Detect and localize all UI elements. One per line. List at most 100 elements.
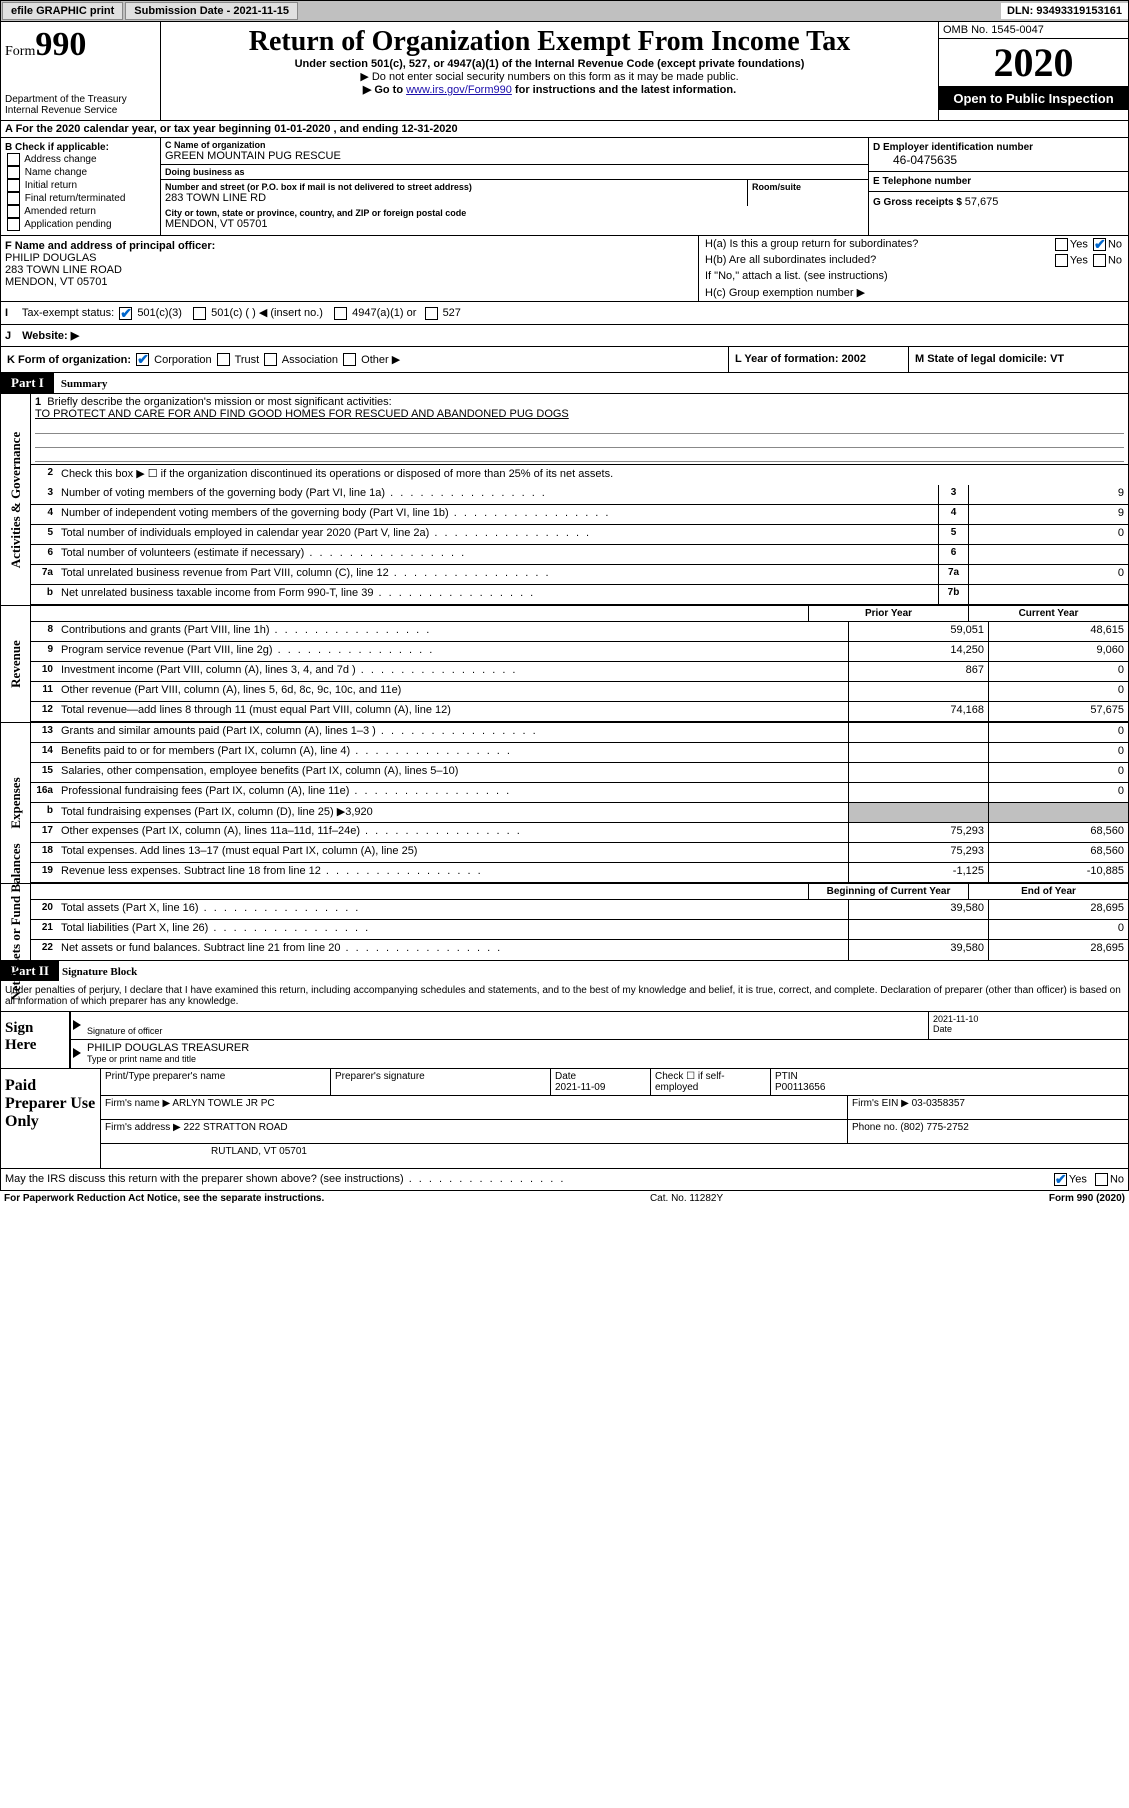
arrow-icon [71, 1012, 83, 1039]
v7b [968, 585, 1128, 604]
cb-name-change[interactable]: Name change [5, 166, 156, 179]
officer-name: PHILIP DOUGLAS [5, 252, 694, 264]
cb-corporation[interactable] [136, 353, 149, 366]
c11: 0 [988, 682, 1128, 701]
cb-discuss-no[interactable] [1095, 1173, 1108, 1186]
c15: 0 [988, 763, 1128, 782]
box-h-group: H(a) Is this a group return for subordin… [698, 236, 1128, 301]
omb-number: OMB No. 1545-0047 [939, 22, 1128, 39]
row-k-form-org: K Form of organization: Corporation Trus… [0, 347, 1129, 374]
cb-501c[interactable] [193, 307, 206, 320]
p20: 39,580 [848, 900, 988, 919]
p17: 75,293 [848, 823, 988, 842]
box-f-officer: F Name and address of principal officer:… [1, 236, 698, 301]
p22: 39,580 [848, 940, 988, 960]
p21 [848, 920, 988, 939]
submission-date-button[interactable]: Submission Date - 2021-11-15 [125, 2, 298, 20]
firm-addr2: RUTLAND, VT 05701 [101, 1144, 1128, 1168]
cb-527[interactable] [425, 307, 438, 320]
side-governance: Activities & Governance [1, 394, 31, 605]
c13: 0 [988, 723, 1128, 742]
c22: 28,695 [988, 940, 1128, 960]
cb-discuss-yes[interactable] [1054, 1173, 1067, 1186]
p12: 74,168 [848, 702, 988, 721]
row-a-tax-year: A For the 2020 calendar year, or tax yea… [0, 121, 1129, 138]
p10: 867 [848, 662, 988, 681]
perjury-declaration: Under penalties of perjury, I declare th… [1, 981, 1128, 1012]
dln: DLN: 93493319153161 [1001, 3, 1128, 19]
v6 [968, 545, 1128, 564]
form-header: Form990 Department of the Treasury Inter… [0, 22, 1129, 121]
irs-discuss-row: May the IRS discuss this return with the… [0, 1169, 1129, 1191]
ein: 46-0475635 [873, 153, 1124, 167]
v3: 9 [968, 485, 1128, 504]
cb-final-return[interactable]: Final return/terminated [5, 192, 156, 205]
v4: 9 [968, 505, 1128, 524]
v7a: 0 [968, 565, 1128, 584]
goto-note: ▶ Go to www.irs.gov/Form990 for instruct… [165, 83, 934, 96]
firm-name: ARLYN TOWLE JR PC [172, 1098, 274, 1109]
cb-amended[interactable]: Amended return [5, 205, 156, 218]
cb-association[interactable] [264, 353, 277, 366]
c10: 0 [988, 662, 1128, 681]
cb-address-change[interactable]: Address change [5, 153, 156, 166]
side-netassets: Net Assets or Fund Balances [1, 884, 31, 960]
p8: 59,051 [848, 622, 988, 641]
footer: For Paperwork Reduction Act Notice, see … [0, 1191, 1129, 1206]
state-domicile: M State of legal domicile: VT [908, 347, 1128, 373]
gross-receipts: 57,675 [965, 196, 999, 208]
c20: 28,695 [988, 900, 1128, 919]
irs-link[interactable]: www.irs.gov/Form990 [406, 84, 512, 96]
tax-year: 2020 [939, 39, 1128, 87]
mission-text: TO PROTECT AND CARE FOR AND FIND GOOD HO… [35, 408, 1124, 420]
c9: 9,060 [988, 642, 1128, 661]
cb-initial-return[interactable]: Initial return [5, 179, 156, 192]
org-name: GREEN MOUNTAIN PUG RESCUE [165, 150, 864, 162]
top-bar: efile GRAPHIC print Submission Date - 20… [0, 0, 1129, 22]
sig-date: 2021-11-10 [933, 1014, 1124, 1024]
firm-addr: 222 STRATTON ROAD [184, 1122, 288, 1133]
c16a: 0 [988, 783, 1128, 802]
p11 [848, 682, 988, 701]
cb-other[interactable] [343, 353, 356, 366]
open-inspection: Open to Public Inspection [939, 87, 1128, 110]
cb-501c3[interactable] [119, 307, 132, 320]
row-j-website: J Website: ▶ [0, 325, 1129, 347]
efile-button[interactable]: efile GRAPHIC print [2, 2, 123, 20]
p9: 14,250 [848, 642, 988, 661]
form-subtitle: Under section 501(c), 527, or 4947(a)(1)… [165, 58, 934, 70]
c18: 68,560 [988, 843, 1128, 862]
c14: 0 [988, 743, 1128, 762]
paid-preparer-label: Paid Preparer Use Only [1, 1069, 101, 1168]
year-formation: L Year of formation: 2002 [728, 347, 908, 373]
street-address: 283 TOWN LINE RD [165, 192, 743, 204]
v5: 0 [968, 525, 1128, 544]
form-number: Form990 [5, 26, 156, 64]
c17: 68,560 [988, 823, 1128, 842]
cb-trust[interactable] [217, 353, 230, 366]
ssn-note: ▶ Do not enter social security numbers o… [165, 70, 934, 83]
c21: 0 [988, 920, 1128, 939]
sign-here-label: Sign Here [1, 1012, 71, 1068]
box-c-org-info: C Name of organization GREEN MOUNTAIN PU… [161, 138, 868, 235]
box-d-ein: D Employer identification number 46-0475… [868, 138, 1128, 235]
c12: 57,675 [988, 702, 1128, 721]
row-i-tax-status: I Tax-exempt status: 501(c)(3) 501(c) ( … [0, 302, 1129, 325]
c8: 48,615 [988, 622, 1128, 641]
officer-name-title: PHILIP DOUGLAS TREASURER [87, 1042, 1124, 1054]
firm-ein: 03-0358357 [912, 1098, 965, 1109]
firm-phone: (802) 775-2752 [900, 1122, 968, 1133]
c19: -10,885 [988, 863, 1128, 882]
ptin: P00113656 [775, 1082, 825, 1093]
box-b-checkboxes: B Check if applicable: Address change Na… [1, 138, 161, 235]
p19: -1,125 [848, 863, 988, 882]
city-state-zip: MENDON, VT 05701 [165, 218, 864, 230]
dept-label: Department of the Treasury Internal Reve… [5, 94, 156, 116]
cb-4947[interactable] [334, 307, 347, 320]
p18: 75,293 [848, 843, 988, 862]
cb-app-pending[interactable]: Application pending [5, 218, 156, 231]
part1-header: Part I Summary [1, 373, 1128, 394]
form-title: Return of Organization Exempt From Incom… [165, 26, 934, 58]
prep-date: 2021-11-09 [555, 1082, 605, 1093]
part2-header: Part II Signature Block [1, 961, 1128, 981]
